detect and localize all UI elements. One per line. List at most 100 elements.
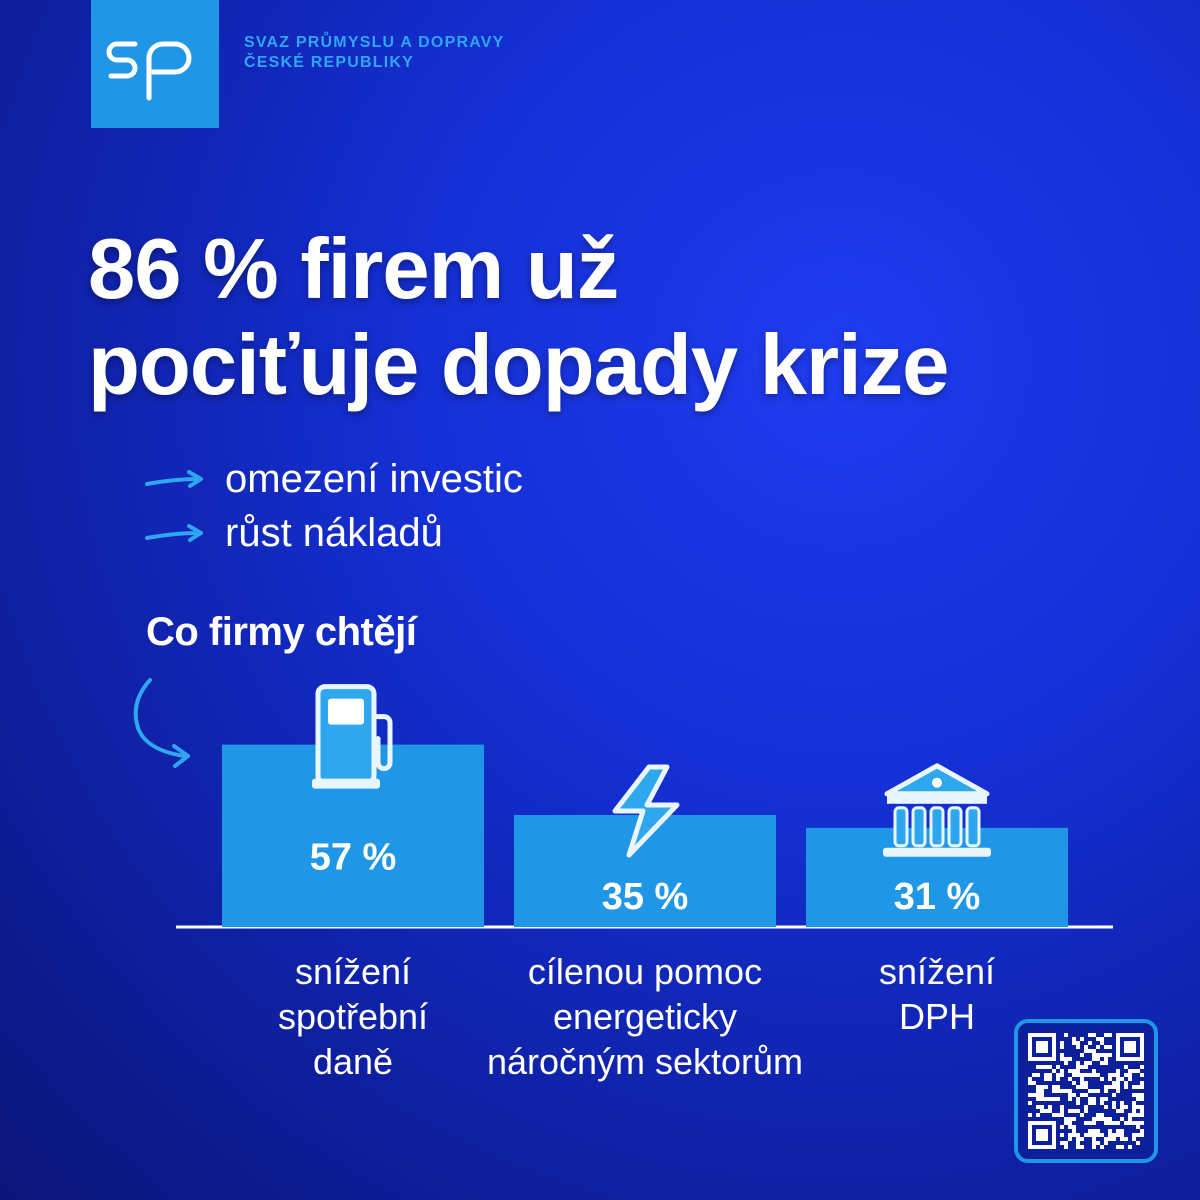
qr-module — [1056, 1113, 1060, 1117]
qr-module — [1092, 1089, 1096, 1093]
qr-module — [1108, 1077, 1112, 1081]
qr-module — [1092, 1073, 1096, 1077]
bank-column — [893, 806, 909, 848]
qr-module — [1064, 1033, 1068, 1037]
qr-module — [1072, 1073, 1076, 1077]
qr-module — [1064, 1145, 1068, 1149]
qr-module — [1092, 1129, 1096, 1133]
qr-module — [1092, 1141, 1096, 1145]
qr-module — [1096, 1053, 1100, 1057]
qr-module — [1104, 1137, 1108, 1141]
qr-code-icon — [1028, 1033, 1144, 1149]
qr-module — [1072, 1081, 1076, 1085]
qr-module — [1068, 1093, 1072, 1097]
qr-module — [1116, 1069, 1120, 1073]
qr-module — [1140, 1121, 1144, 1125]
qr-module — [1124, 1085, 1128, 1089]
qr-module — [1116, 1121, 1120, 1125]
qr-module — [1136, 1069, 1140, 1073]
qr-module — [1040, 1105, 1044, 1109]
qr-module — [1104, 1141, 1108, 1145]
qr-module — [1068, 1117, 1072, 1121]
qr-module — [1128, 1073, 1132, 1077]
qr-module — [1072, 1093, 1076, 1097]
qr-module — [1096, 1113, 1100, 1117]
qr-module — [1112, 1101, 1116, 1105]
qr-module — [1060, 1041, 1064, 1045]
qr-module — [1132, 1101, 1136, 1105]
qr-module — [1032, 1073, 1036, 1077]
bank-entablature — [887, 795, 987, 804]
qr-module — [1136, 1093, 1140, 1097]
qr-module — [1132, 1105, 1136, 1109]
qr-module — [1096, 1133, 1100, 1137]
qr-finder — [1028, 1145, 1056, 1149]
qr-module — [1112, 1073, 1116, 1077]
qr-module — [1044, 1065, 1048, 1069]
qr-module — [1060, 1073, 1064, 1077]
qr-module — [1112, 1093, 1116, 1097]
qr-module — [1116, 1133, 1120, 1137]
qr-module — [1028, 1093, 1032, 1097]
qr-module — [1120, 1109, 1124, 1113]
qr-module — [1088, 1129, 1092, 1133]
qr-module — [1100, 1113, 1104, 1117]
qr-module — [1140, 1097, 1144, 1101]
qr-module — [1044, 1077, 1048, 1081]
qr-module — [1064, 1121, 1068, 1125]
qr-module — [1100, 1117, 1104, 1121]
qr-module — [1108, 1121, 1112, 1125]
qr-module — [1068, 1089, 1072, 1093]
qr-module — [1136, 1125, 1140, 1129]
qr-module — [1100, 1101, 1104, 1105]
qr-module — [1028, 1113, 1032, 1117]
qr-module — [1084, 1073, 1088, 1077]
qr-module — [1108, 1053, 1112, 1057]
bullet-item: růst nákladů — [145, 506, 523, 560]
qr-module — [1092, 1121, 1096, 1125]
qr-module — [1040, 1093, 1044, 1097]
qr-module — [1088, 1133, 1092, 1137]
qr-module — [1032, 1081, 1036, 1085]
qr-module — [1060, 1113, 1064, 1117]
qr-module — [1060, 1089, 1064, 1093]
headline: 86 % firem už pociťuje dopady krize — [88, 222, 1168, 414]
qr-module — [1068, 1057, 1072, 1061]
qr-module — [1076, 1141, 1080, 1145]
qr-module — [1036, 1073, 1040, 1077]
qr-module — [1088, 1073, 1092, 1077]
bank-base — [883, 847, 991, 857]
qr-module — [1088, 1101, 1092, 1105]
qr-module — [1048, 1065, 1052, 1069]
qr-module — [1068, 1121, 1072, 1125]
qr-module — [1108, 1033, 1112, 1037]
qr-module — [1064, 1061, 1068, 1065]
qr-module — [1116, 1145, 1120, 1149]
qr-module — [1100, 1145, 1104, 1149]
qr-module — [1140, 1129, 1144, 1133]
qr-module — [1120, 1117, 1124, 1121]
qr-module — [1104, 1121, 1108, 1125]
qr-module — [1112, 1121, 1116, 1125]
qr-module — [1076, 1061, 1080, 1065]
qr-module — [1096, 1129, 1100, 1133]
curved-arrow-icon — [133, 678, 190, 768]
qr-module — [1108, 1129, 1112, 1133]
qr-module — [1116, 1109, 1120, 1113]
qr-module — [1124, 1073, 1128, 1077]
qr-module — [1044, 1097, 1048, 1101]
qr-module — [1060, 1057, 1064, 1061]
qr-module — [1132, 1109, 1136, 1113]
qr-module — [1080, 1093, 1084, 1097]
qr-module — [1068, 1125, 1072, 1129]
qr-module — [1104, 1097, 1108, 1101]
bank-emblem — [932, 777, 942, 788]
qr-code[interactable] — [1014, 1019, 1158, 1163]
qr-module — [1140, 1085, 1144, 1089]
qr-module — [1140, 1093, 1144, 1097]
qr-module — [1120, 1101, 1124, 1105]
qr-module — [1068, 1069, 1072, 1073]
qr-module — [1080, 1073, 1084, 1077]
qr-module — [1084, 1093, 1088, 1097]
